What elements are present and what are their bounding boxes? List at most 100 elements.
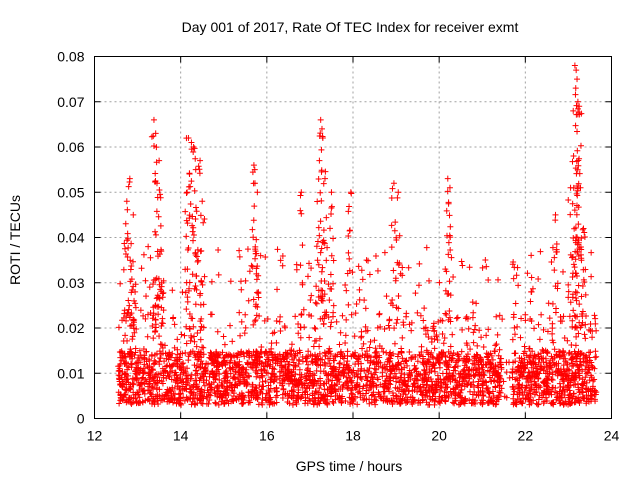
- data-point: [425, 333, 432, 340]
- data-point: [521, 365, 528, 372]
- data-point: [158, 248, 165, 255]
- data-point: [135, 364, 142, 371]
- data-point: [351, 333, 358, 340]
- data-point: [363, 382, 370, 389]
- data-point: [408, 327, 415, 334]
- data-point: [533, 388, 540, 395]
- data-point: [318, 268, 325, 275]
- data-point: [186, 285, 193, 292]
- data-point: [583, 392, 590, 399]
- data-point: [571, 312, 578, 319]
- data-point: [528, 252, 535, 259]
- data-point: [556, 380, 563, 387]
- data-point: [493, 313, 500, 320]
- data-point: [118, 395, 125, 402]
- data-point: [327, 285, 334, 292]
- data-point: [526, 345, 533, 352]
- data-point: [589, 334, 596, 341]
- data-point: [248, 262, 255, 269]
- data-point: [483, 350, 490, 357]
- data-point: [569, 370, 576, 377]
- data-point: [490, 365, 497, 372]
- x-tick-label: 18: [345, 428, 361, 444]
- data-point: [569, 294, 576, 301]
- data-point: [566, 349, 573, 356]
- data-point: [495, 369, 502, 376]
- data-point: [315, 378, 322, 385]
- data-point: [253, 364, 260, 371]
- data-point: [156, 386, 163, 393]
- data-point: [346, 227, 353, 234]
- data-point: [306, 376, 313, 383]
- data-point: [303, 375, 310, 382]
- data-point: [191, 362, 198, 369]
- data-point: [529, 285, 536, 292]
- data-point: [327, 350, 334, 357]
- data-point: [436, 351, 443, 358]
- data-point: [292, 352, 299, 359]
- data-point: [462, 374, 469, 381]
- data-point: [522, 311, 529, 318]
- data-point: [199, 281, 206, 288]
- data-point: [418, 343, 425, 350]
- data-point: [536, 336, 543, 343]
- data-point: [158, 341, 165, 348]
- data-point: [298, 381, 305, 388]
- data-point: [195, 257, 202, 264]
- data-point: [250, 217, 257, 224]
- data-point: [479, 264, 486, 271]
- data-point: [545, 300, 552, 307]
- data-point: [176, 356, 183, 363]
- data-point: [325, 376, 332, 383]
- data-point: [284, 352, 291, 359]
- data-point: [328, 189, 335, 196]
- data-point: [277, 257, 284, 264]
- data-point: [214, 393, 221, 400]
- data-point: [298, 189, 305, 196]
- data-point: [215, 271, 222, 278]
- data-point: [401, 364, 408, 371]
- data-point: [184, 266, 191, 273]
- data-point: [384, 377, 391, 384]
- data-point: [379, 373, 386, 380]
- data-point: [357, 390, 364, 397]
- data-point: [574, 76, 581, 83]
- data-point: [430, 361, 437, 368]
- data-point: [132, 288, 139, 295]
- data-point: [288, 347, 295, 354]
- data-point: [397, 400, 404, 407]
- data-point: [394, 316, 401, 323]
- data-point: [537, 248, 544, 255]
- data-point: [452, 397, 459, 404]
- data-point: [177, 350, 184, 357]
- data-point: [553, 351, 560, 358]
- data-point: [279, 380, 286, 387]
- data-point: [544, 328, 551, 335]
- data-point: [394, 353, 401, 360]
- data-point: [473, 300, 480, 307]
- data-point: [517, 359, 524, 366]
- data-point: [426, 401, 433, 408]
- data-point: [191, 145, 198, 152]
- data-point: [417, 312, 424, 319]
- data-point: [592, 315, 599, 322]
- data-point: [569, 158, 576, 165]
- data-point: [417, 383, 424, 390]
- data-point: [323, 311, 330, 318]
- data-point: [584, 369, 591, 376]
- data-point: [574, 380, 581, 387]
- data-point: [313, 389, 320, 396]
- data-point: [147, 390, 154, 397]
- data-point: [200, 219, 207, 226]
- x-tick-label: 14: [173, 428, 189, 444]
- data-point: [208, 278, 215, 285]
- data-point: [423, 389, 430, 396]
- data-point: [138, 265, 145, 272]
- data-point: [139, 375, 146, 382]
- data-point: [566, 313, 573, 320]
- data-point: [264, 361, 271, 368]
- data-point: [229, 364, 236, 371]
- y-tick-label: 0.04: [57, 230, 84, 246]
- data-point: [276, 373, 283, 380]
- data-point: [570, 307, 577, 314]
